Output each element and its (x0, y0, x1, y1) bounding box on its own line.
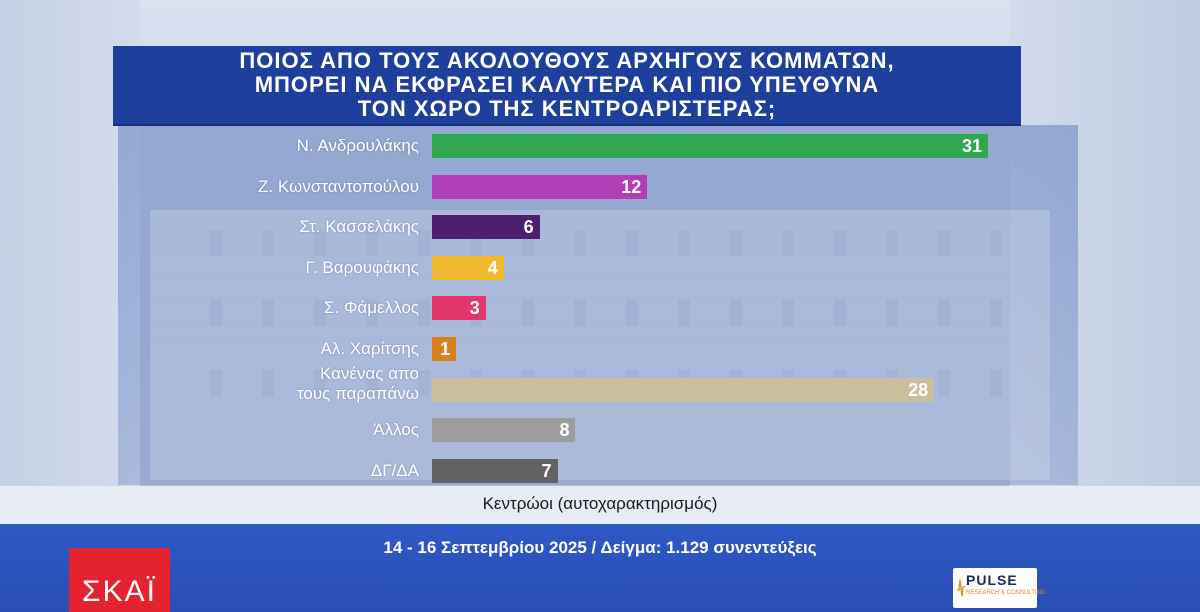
bar-4 (432, 296, 486, 321)
backdrop-window (210, 370, 222, 396)
category-label-line: Άλλος (373, 420, 419, 440)
backdrop-window (210, 300, 222, 326)
channel-logo: ΣΚΑΪ (69, 548, 170, 612)
backdrop-window (938, 370, 950, 396)
backdrop-window (730, 230, 742, 256)
backdrop-window (782, 230, 794, 256)
category-label-7: Άλλος (373, 420, 419, 440)
chart-title-box: ΠΟΙΟΣ ΑΠΟ ΤΟΥΣ ΑΚΟΛΟΥΘΟΥΣ ΑΡΧΗΓΟΥΣ ΚΟΜΜΑ… (113, 46, 1021, 126)
backdrop-window (990, 300, 1002, 326)
subtitle-strip (0, 486, 1200, 524)
backdrop-window (314, 230, 326, 256)
bar-1 (432, 174, 648, 199)
backdrop-window (782, 300, 794, 326)
backdrop-window (678, 300, 690, 326)
category-label-line: Αλ. Χαρίτσης (320, 339, 419, 358)
backdrop-window (314, 370, 326, 396)
pulse-wave-icon (957, 579, 965, 597)
backdrop-window (678, 230, 690, 256)
backdrop-window (990, 230, 1002, 256)
bar-5 (432, 337, 456, 361)
bar-2 (432, 215, 540, 240)
bar-3 (432, 255, 504, 280)
backdrop-window (262, 230, 274, 256)
backdrop-window (626, 230, 638, 256)
channel-logo-text: ΣΚΑΪ (82, 575, 157, 608)
category-label-0: Ν. Ανδρουλάκης (297, 136, 419, 156)
backdrop-window (366, 370, 378, 396)
category-label-1: Ζ. Κωνσταντοπούλου (258, 177, 419, 197)
bar-value-label-0: 31 (961, 136, 982, 156)
category-label-6: Κανένας απο τους παραπάνω (297, 364, 419, 404)
bar-value-label-6: 28 (908, 379, 929, 400)
backdrop-window (626, 300, 638, 326)
backdrop-window (366, 230, 378, 256)
category-label-3: Γ. Βαρουφάκης (305, 258, 419, 278)
backdrop-window (938, 230, 950, 256)
category-label-line: Στ. Κασσελάκης (299, 217, 419, 237)
bar-7 (432, 418, 576, 443)
bar-8 (432, 458, 558, 483)
backdrop-window (938, 300, 950, 326)
pollster-logo-subtext: RESEARCH & CONSULTING (966, 590, 1046, 596)
backdrop-window (886, 230, 898, 256)
backdrop-window (574, 300, 586, 326)
backdrop-window (262, 370, 274, 396)
backdrop-window (834, 300, 846, 326)
bar-0 (432, 134, 988, 158)
backdrop-window (522, 300, 534, 326)
parliament-building-backdrop (150, 210, 1050, 480)
backdrop-window (418, 300, 430, 326)
category-label-5: Αλ. Χαρίτσης (320, 339, 419, 359)
pollster-logo (953, 568, 1037, 608)
category-label-line: τους παραπάνω (296, 383, 419, 403)
bar-value-label-1: 12 (621, 176, 642, 197)
chart-title-line-2: ΜΠΟΡΕΙ ΝΑ ΕΚΦΡΑΣΕΙ ΚΑΛΥΤΕΡΑ ΚΑΙ ΠΙΟ ΥΠΕΥ… (254, 72, 880, 97)
backdrop-window (314, 300, 326, 326)
category-label-line: Σ. Φάμελλος (323, 298, 419, 318)
bar-6 (432, 377, 935, 402)
bar-value-label-7: 8 (559, 420, 570, 441)
category-label-line: Κανένας απο (319, 363, 419, 383)
backdrop-window (418, 370, 430, 396)
bar-value-label-5: 1 (439, 339, 450, 359)
backdrop-window (262, 300, 274, 326)
footer-source: 14 - 16 Σεπτεμβρίου 2025 / Δείγμα: 1.129… (383, 538, 817, 557)
bar-value-label-4: 3 (469, 298, 480, 319)
bar-value-label-3: 4 (487, 257, 498, 278)
backdrop-window (366, 300, 378, 326)
category-label-line: Γ. Βαρουφάκης (305, 257, 419, 277)
chart-title-line-3: ΤΟΝ ΧΩΡΟ ΤΗΣ ΚΕΝΤΡΟΑΡΙΣΤΕΡΑΣ; (357, 96, 777, 121)
chart-subtitle: Κεντρώοι (αυτοχαρακτηρισμός) (482, 494, 718, 513)
bar-value-label-2: 6 (523, 217, 534, 238)
chart-title-line-1: ΠΟΙΟΣ ΑΠΟ ΤΟΥΣ ΑΚΟΛΟΥΘΟΥΣ ΑΡΧΗΓΟΥΣ ΚΟΜΜΑ… (239, 48, 895, 73)
backdrop-window (574, 230, 586, 256)
bar-value-label-8: 7 (541, 460, 552, 481)
backdrop-window (886, 300, 898, 326)
backdrop-window (834, 230, 846, 256)
backdrop-window (418, 230, 430, 256)
category-label-line: ΔΓ/ΔΑ (370, 460, 419, 480)
category-label-2: Στ. Κασσελάκης (299, 217, 419, 237)
category-label-8: ΔΓ/ΔΑ (371, 461, 419, 481)
pollster-logo-text: PULSE (966, 572, 1018, 588)
category-label-4: Σ. Φάμελλος (324, 298, 419, 318)
category-label-line: Ζ. Κωνσταντοπούλου (258, 176, 419, 196)
backdrop-window (210, 230, 222, 256)
backdrop-window (730, 300, 742, 326)
backdrop-window (990, 370, 1002, 396)
category-label-line: Ν. Ανδρουλάκης (296, 136, 419, 155)
